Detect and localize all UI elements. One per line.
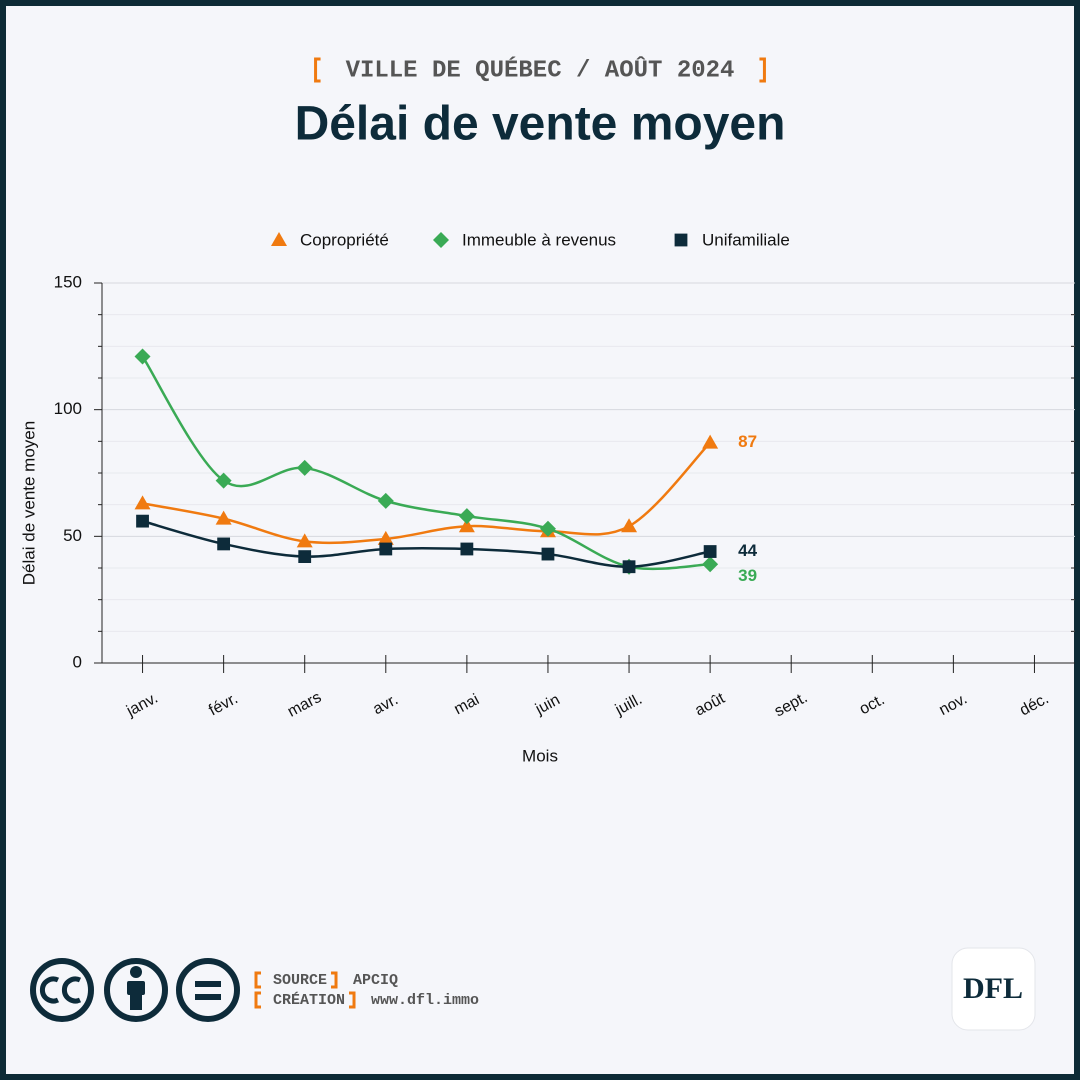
point — [702, 556, 719, 573]
license-icons — [30, 958, 240, 1022]
y-axis-label: Délai de vente moyen — [19, 421, 38, 585]
logo-box — [951, 947, 1036, 1031]
bracket — [349, 991, 356, 1009]
end-label: 87 — [738, 432, 757, 451]
point — [458, 508, 475, 525]
point — [622, 560, 636, 574]
legend-label: Immeuble à revenus — [462, 230, 616, 249]
point — [217, 537, 231, 551]
point — [539, 520, 556, 537]
end-label: 44 — [738, 541, 757, 560]
icon-glyphs — [127, 966, 221, 1010]
legend-marker — [433, 232, 449, 248]
y-tick-label: 50 — [63, 526, 82, 545]
legend-label: Copropriété — [300, 230, 389, 249]
point — [377, 492, 394, 509]
y-tick-label: 100 — [54, 399, 82, 418]
point — [296, 533, 313, 548]
footer-label: SOURCE — [273, 972, 327, 989]
point — [703, 545, 717, 558]
legend-label: Unifamiliale — [702, 230, 790, 249]
point — [298, 550, 312, 563]
point — [541, 547, 555, 561]
bracket — [314, 57, 321, 83]
y-tick-label: 150 — [54, 272, 82, 291]
bracket — [331, 971, 338, 989]
logo: DFL — [963, 972, 1023, 1005]
bracket — [759, 57, 766, 83]
subtitle: VILLE DE QUÉBEC / AOÛT 2024 — [346, 55, 735, 84]
point — [296, 459, 313, 476]
legend-marker — [674, 233, 688, 247]
footer-label: CRÉATION — [273, 991, 345, 1009]
end-label: 39 — [738, 566, 757, 585]
x-axis-label: Mois — [522, 746, 558, 765]
y-tick-label: 0 — [73, 652, 82, 671]
footer-value: APCIQ — [353, 972, 398, 989]
point — [460, 542, 474, 556]
footer-value: www.dfl.immo — [371, 992, 479, 1009]
legend-marker — [271, 232, 287, 246]
point — [215, 510, 232, 525]
chart-title: Délai de vente moyen — [295, 98, 786, 151]
point — [702, 434, 719, 449]
point — [215, 472, 232, 489]
point — [134, 348, 151, 365]
point — [379, 542, 393, 556]
point — [136, 514, 149, 528]
bracket — [254, 971, 261, 989]
bracket — [254, 991, 261, 1009]
point — [458, 518, 475, 533]
point — [134, 495, 151, 510]
series-line — [142, 519, 711, 568]
point — [377, 530, 394, 545]
point — [621, 518, 638, 533]
